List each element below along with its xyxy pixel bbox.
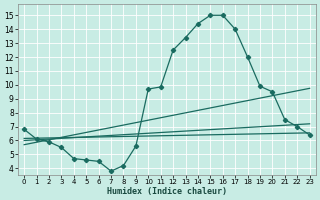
X-axis label: Humidex (Indice chaleur): Humidex (Indice chaleur) [107, 187, 227, 196]
